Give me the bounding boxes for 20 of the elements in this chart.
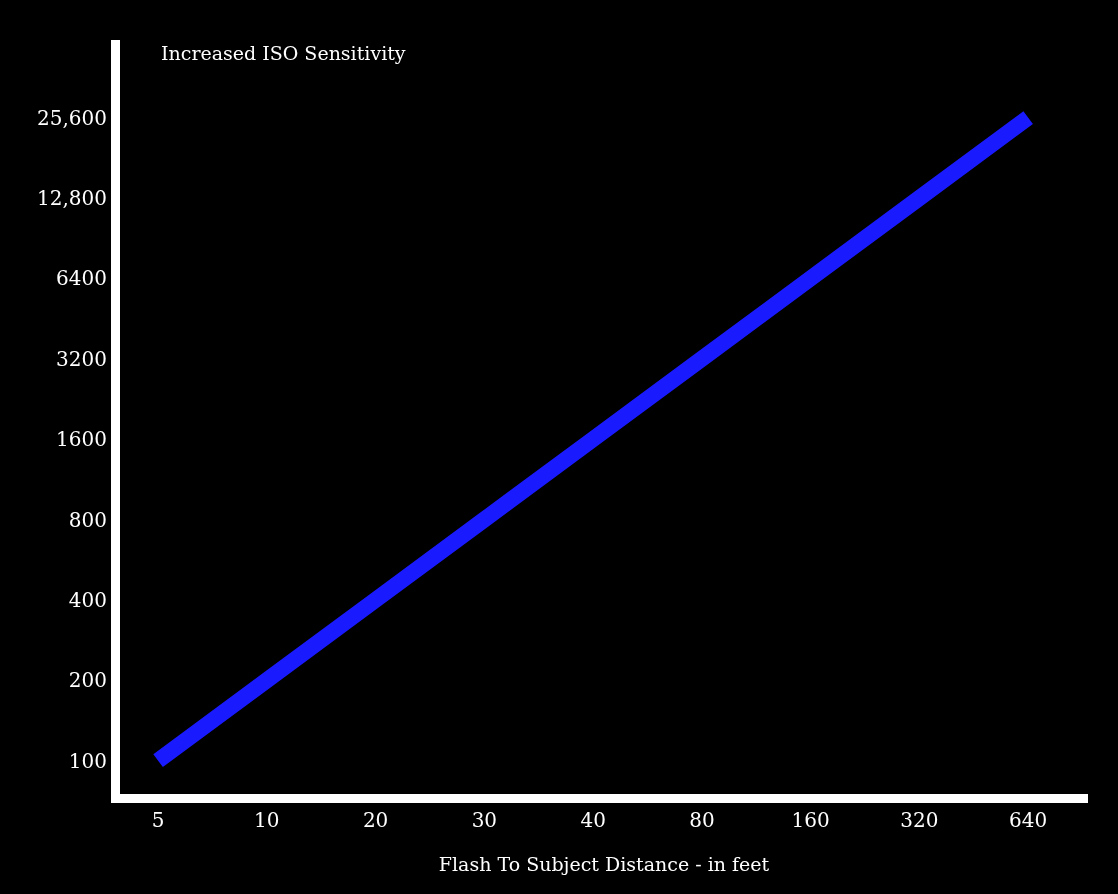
- x-tick-label: 640: [1009, 808, 1048, 832]
- y-tick-label: 100: [68, 748, 107, 773]
- x-tick-label: 320: [900, 808, 939, 832]
- x-tick-label: 160: [791, 808, 830, 832]
- y-tick-label: 400: [68, 587, 107, 612]
- x-tick-label: 30: [471, 808, 498, 832]
- y-axis-title: Increased ISO Sensitivity: [161, 42, 406, 64]
- x-axis-title: Flash To Subject Distance - in feet: [438, 852, 770, 875]
- x-tick-label: 5: [151, 808, 165, 832]
- y-tick-label: 6400: [56, 266, 107, 291]
- y-tick-label: 12,800: [37, 186, 107, 210]
- y-tick-label: 200: [68, 668, 107, 693]
- x-tick-label: 20: [362, 808, 389, 832]
- x-tick-label: 10: [254, 808, 280, 832]
- y-tick-label: 1600: [56, 427, 107, 452]
- y-tick-label: 25,600: [37, 105, 107, 130]
- y-tick-label: 800: [68, 507, 107, 532]
- x-tick-label: 40: [580, 808, 606, 832]
- y-tick-label: 3200: [56, 346, 107, 371]
- x-tick-label: 80: [689, 808, 715, 832]
